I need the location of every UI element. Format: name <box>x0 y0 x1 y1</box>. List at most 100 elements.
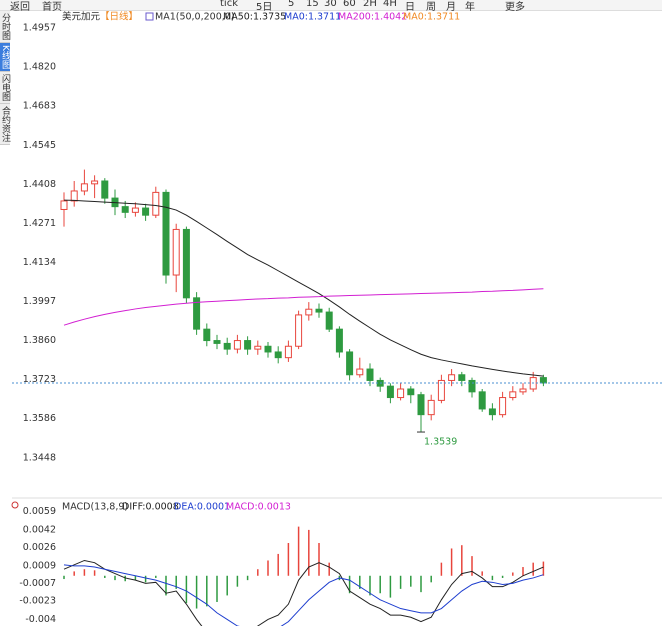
macd-bar <box>420 575 422 593</box>
candle-body <box>499 397 507 416</box>
y-tick-label: 0.0026 <box>23 542 56 553</box>
macd-bar <box>522 567 524 576</box>
candle-body <box>366 368 374 381</box>
candle-body <box>335 328 343 353</box>
macd-bar <box>512 572 514 576</box>
candle-body <box>142 207 150 216</box>
panel-icon <box>11 501 19 509</box>
macd-bar <box>328 562 330 576</box>
candle-body <box>203 328 211 342</box>
candle-body <box>386 385 394 399</box>
toolbar-button[interactable]: 60 <box>343 0 356 9</box>
toolbar-button[interactable]: 更多 <box>505 2 525 13</box>
macd-bar <box>471 556 473 576</box>
candle-body <box>233 340 241 350</box>
macd-bar <box>308 529 310 576</box>
candle-body <box>182 228 190 299</box>
macd-bar <box>410 575 412 587</box>
macd-bar <box>501 575 504 578</box>
candle-body <box>223 342 231 350</box>
macd-bar <box>114 575 116 581</box>
side-tab[interactable]: 分时图 <box>0 11 10 43</box>
macd-bar <box>348 575 351 594</box>
candle-body <box>244 340 252 350</box>
candle-body <box>346 351 354 376</box>
candle-body <box>254 345 262 350</box>
y-tick-label: 1.4957 <box>23 22 56 33</box>
plot-area <box>63 526 545 626</box>
candle-body <box>468 379 476 393</box>
macd-bar <box>195 575 198 609</box>
toolbar-button[interactable]: 5日 <box>256 2 273 13</box>
side-tab[interactable]: K线图 <box>0 43 10 72</box>
macd-bar <box>124 575 126 582</box>
legend-entry: MA200:1.4042 <box>338 12 407 23</box>
y-tick-label: 1.3448 <box>23 452 56 463</box>
toolbar: 返回 首页 tick 5日 5 15 30 60 2H 4H 日周月年 更多 <box>0 0 662 13</box>
macd-bar <box>389 575 392 598</box>
macd-bar <box>144 575 147 583</box>
macd-bar <box>440 562 443 576</box>
candle-body <box>427 399 435 416</box>
candle-body <box>458 374 466 381</box>
macd-bar <box>287 543 290 576</box>
y-tick-label: 1.3586 <box>23 413 56 424</box>
macd-bar <box>155 575 157 578</box>
candle-body <box>315 308 323 313</box>
candle-body <box>509 391 517 399</box>
indicator-icon <box>145 12 154 21</box>
y-tick-label: 1.4134 <box>23 257 56 268</box>
candle-body <box>264 345 272 353</box>
toolbar-button[interactable]: 月 <box>446 2 456 13</box>
toolbar-button[interactable]: 周 <box>426 2 436 13</box>
toolbar-button[interactable]: 日 <box>405 2 415 13</box>
chart-title: MACD(13,8,9) <box>62 502 128 513</box>
candle-body <box>213 340 221 344</box>
macd-bar <box>63 575 65 580</box>
macd-bar <box>93 570 96 576</box>
candle-body <box>407 388 415 396</box>
toolbar-button[interactable]: tick <box>220 0 238 9</box>
y-tick-label: 0.0009 <box>23 560 56 571</box>
toolbar-button[interactable]: 年 <box>465 2 475 13</box>
y-tick-label: 1.4683 <box>23 101 56 112</box>
macd-bar <box>532 562 534 576</box>
macd-bar <box>491 575 494 581</box>
candle-body <box>80 183 88 192</box>
macd-bar <box>206 575 208 607</box>
macd-bar <box>226 575 228 596</box>
macd-bar <box>461 545 463 576</box>
side-tab[interactable]: 合约资注 <box>0 103 10 145</box>
legend-entry: MA0:1.3711 <box>403 12 460 23</box>
candle-body <box>295 314 303 347</box>
macd-bar <box>216 575 218 602</box>
toolbar-button[interactable]: 返回 <box>10 2 30 13</box>
candle-body <box>397 388 405 399</box>
macd-bar <box>134 575 137 581</box>
toolbar-button[interactable]: 4H <box>383 0 397 9</box>
macd-bar <box>73 571 75 576</box>
candle-body <box>162 191 170 276</box>
macd-bar <box>318 543 320 576</box>
candle-body <box>101 180 109 199</box>
candle-body <box>284 345 292 359</box>
macd-bar <box>175 575 177 589</box>
legend-entry: MA0:1.3711 <box>284 12 341 23</box>
macd-bar <box>246 575 249 581</box>
macd-line <box>63 559 544 626</box>
toolbar-button[interactable]: 2H <box>363 0 377 9</box>
macd-bar <box>267 560 269 576</box>
chart-title: 美元加元 <box>62 11 101 23</box>
plot-area <box>60 169 547 433</box>
candle-body <box>193 297 201 330</box>
macd-bar <box>165 575 167 596</box>
toolbar-button[interactable]: 15 <box>306 0 319 9</box>
macd-bar <box>257 569 259 576</box>
toolbar-button[interactable]: 5 <box>288 0 295 9</box>
toolbar-button[interactable]: 首页 <box>42 2 62 13</box>
side-tab[interactable]: 闪电图 <box>0 71 10 104</box>
candle-body <box>356 368 364 376</box>
toolbar-button[interactable]: 30 <box>324 0 337 9</box>
macd-bar <box>83 569 86 576</box>
